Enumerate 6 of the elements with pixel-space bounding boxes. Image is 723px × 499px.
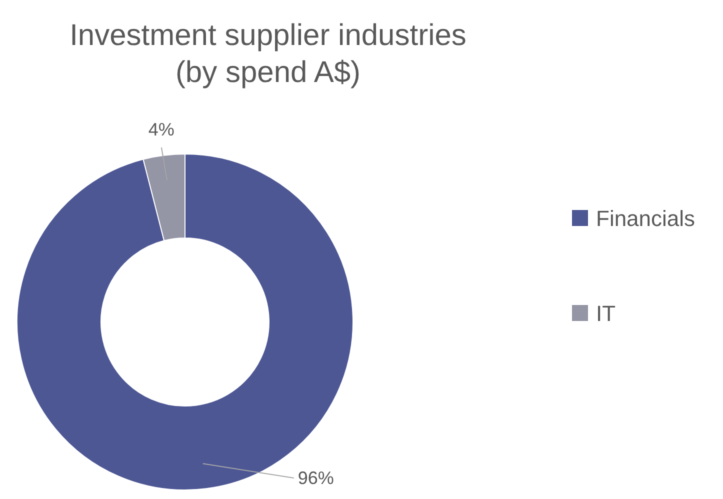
legend-label: Financials (596, 206, 696, 231)
chart-title: Investment supplier industries (by spend A$) (70, 19, 466, 89)
data-label: 96% (298, 468, 334, 488)
data-label: 4% (148, 119, 174, 140)
donut-slice (16, 154, 354, 490)
legend-label: IT (596, 301, 616, 326)
